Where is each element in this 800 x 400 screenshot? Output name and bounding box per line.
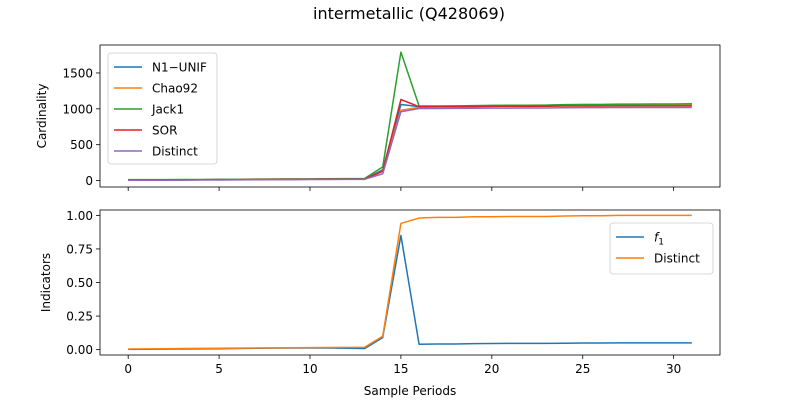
x-tick-label: 30: [666, 362, 681, 376]
y-tick-label: 1000: [62, 102, 93, 116]
legend-label-2: Jack1: [151, 103, 184, 117]
series-line-4: [128, 106, 692, 182]
legend-label-4: Distinct: [152, 145, 198, 159]
y-tick-label: 1500: [62, 66, 93, 80]
y-tick-label: 0.50: [66, 276, 93, 290]
series-line-1: [128, 214, 692, 350]
y-tick-label: 0.75: [66, 242, 93, 256]
legend-label-3: SOR: [152, 124, 177, 138]
axes-frame: [99, 44, 721, 188]
legend-box: [609, 222, 714, 275]
y-axis-label: Indicators: [39, 253, 53, 312]
legend-label-1: Chao92: [152, 82, 198, 96]
y-tick-label: 1.00: [66, 209, 93, 223]
y-tick-label: 500: [70, 138, 93, 152]
figure-title: intermetallic (Q428069): [313, 4, 505, 23]
y-tick-label: 0.25: [66, 310, 93, 324]
x-tick-label: 10: [302, 362, 317, 376]
legend-label-0: N1−UNIF: [152, 61, 207, 75]
indicators-panel: 0 5 10 15 20 25 30 0.00 0.25 0.50 0.75 1.00 Indicato…: [39, 209, 721, 398]
x-tick-label: 25: [575, 362, 590, 376]
y-tick-label: 0: [85, 174, 93, 188]
cardinality-panel: 0 500 1000 1500 Cardinality N1−UNIF Chao92 Jack…: [35, 44, 721, 191]
y-axis-label: Cardinality: [35, 84, 49, 149]
x-axis-label: Sample Periods: [364, 384, 456, 398]
legend-box: [107, 52, 218, 165]
y-tick-label: 0.00: [66, 343, 93, 357]
x-tick-label: 0: [124, 362, 132, 376]
x-tick-label: 15: [393, 362, 408, 376]
x-tick-label: 20: [484, 362, 499, 376]
series-line-0: [128, 234, 692, 351]
legend-label-1: Distinct: [654, 252, 700, 266]
x-tick-label: 5: [215, 362, 223, 376]
legend-label-0: f1: [654, 231, 664, 248]
